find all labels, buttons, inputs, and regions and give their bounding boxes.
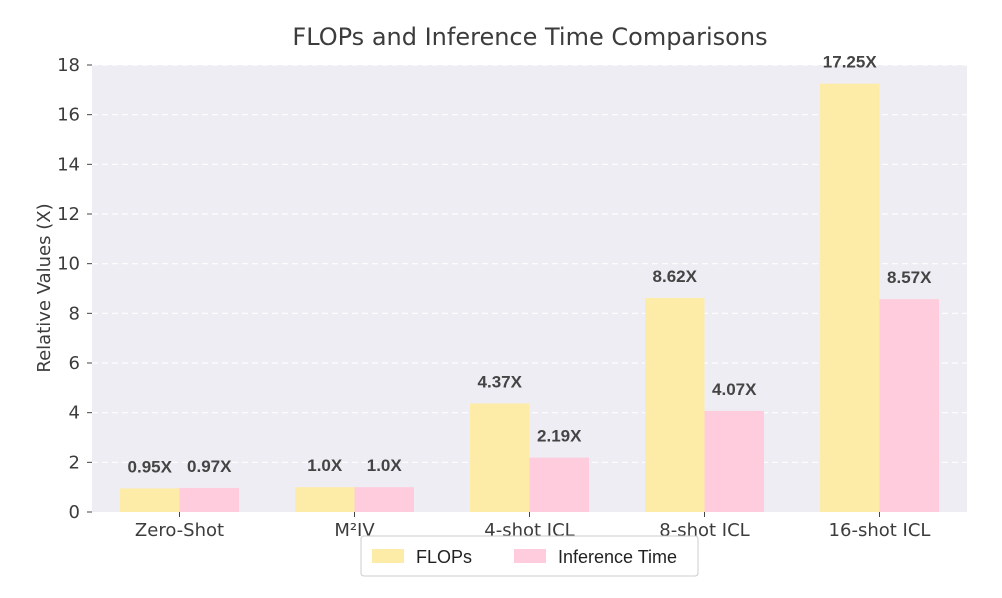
x-tick-label: 16-shot ICL (829, 520, 931, 541)
y-tick-label: 6 (69, 353, 80, 374)
grid-lines (92, 64, 967, 463)
data-label: 1.0X (307, 456, 343, 475)
bar-flops-3 (645, 297, 705, 512)
y-tick-label: 4 (69, 403, 80, 424)
bar-inference-time-4 (879, 299, 939, 512)
x-tick-label: Zero-Shot (135, 520, 224, 541)
legend-label-inference-time: Inference Time (558, 547, 677, 567)
data-label: 4.37X (478, 372, 523, 391)
data-label: 17.25X (823, 53, 878, 72)
data-label: 8.57X (887, 268, 932, 287)
y-tick-label: 8 (69, 303, 80, 324)
legend-swatch-inference-time (514, 549, 546, 563)
bar-flops-2 (470, 403, 530, 512)
bar-flops-1 (295, 487, 355, 512)
data-label: 0.97X (187, 457, 232, 476)
y-tick-label: 2 (69, 452, 80, 473)
y-tick-label: 16 (57, 105, 80, 126)
bars (120, 83, 939, 512)
y-axis-label: Relative Values (X) (34, 203, 55, 372)
bar-inference-time-1 (354, 487, 414, 512)
y-tick-label: 14 (57, 154, 80, 175)
legend-swatch-flops (372, 549, 404, 563)
legend-label-flops: FLOPs (416, 547, 472, 567)
data-label: 8.62X (653, 267, 698, 286)
legend: FLOPs Inference Time (360, 535, 699, 577)
bar-flops-0 (120, 488, 180, 512)
data-label: 1.0X (367, 456, 403, 475)
y-tick-label: 18 (57, 55, 80, 76)
bar-inference-time-3 (704, 410, 764, 512)
data-label: 2.19X (537, 427, 582, 446)
data-label: 4.07X (712, 380, 757, 399)
bar-inference-time-0 (179, 487, 239, 512)
data-labels: 0.95X 0.97X 1.0X 1.0X 4.37X 2.19X 8.62X 4.07X 17… (128, 53, 933, 477)
data-label: 0.95X (128, 457, 173, 476)
y-tick-label: 0 (69, 502, 80, 523)
chart-title: FLOPs and Inference Time Comparisons (292, 23, 767, 51)
y-tick-label: 10 (57, 254, 80, 275)
y-tick-label: 12 (57, 204, 80, 225)
bar-inference-time-2 (529, 457, 589, 512)
bar-flops-4 (820, 83, 880, 512)
